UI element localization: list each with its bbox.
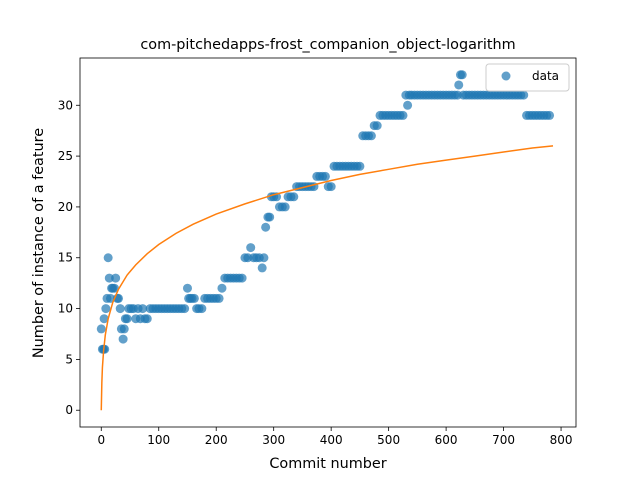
legend: data xyxy=(485,63,570,92)
data-point xyxy=(115,304,125,314)
y-tick-label: 0 xyxy=(65,403,73,417)
data-point xyxy=(142,314,152,324)
data-point xyxy=(105,293,115,303)
y-tick-label: 20 xyxy=(58,200,73,214)
y-tick-label: 25 xyxy=(58,149,73,163)
x-tick-label: 400 xyxy=(320,433,343,447)
plot-area xyxy=(96,70,555,411)
legend-label-data: data xyxy=(532,69,559,83)
data-point xyxy=(246,243,256,253)
data-point xyxy=(111,273,121,283)
data-point xyxy=(289,192,299,202)
data-point xyxy=(259,253,269,263)
data-point xyxy=(100,344,110,354)
data-point xyxy=(214,293,224,303)
data-point xyxy=(403,100,413,110)
data-point xyxy=(366,131,376,141)
y-tick-label: 10 xyxy=(58,302,73,316)
legend-box xyxy=(485,63,570,92)
y-axis-label: Number of instance of a feature xyxy=(31,128,47,358)
data-point xyxy=(104,273,114,283)
x-tick-label: 200 xyxy=(205,433,228,447)
x-tick-label: 100 xyxy=(147,433,170,447)
data-point xyxy=(189,293,199,303)
data-point xyxy=(119,324,129,334)
data-point xyxy=(109,283,119,293)
data-point xyxy=(217,283,227,293)
data-point xyxy=(457,70,467,80)
axes: 0 100 200 300 400 500 600 700 800 0 5 10 15 20 25 30 xyxy=(58,57,577,447)
chart-title: com-pitchedapps-frost_companion_object-l… xyxy=(140,37,515,53)
data-point xyxy=(237,273,247,283)
data-point xyxy=(326,182,336,192)
data-point xyxy=(182,283,192,293)
x-tick-label: 300 xyxy=(262,433,285,447)
data-point xyxy=(261,222,271,232)
legend-marker-data xyxy=(501,71,511,81)
fit-line xyxy=(100,145,554,411)
data-point xyxy=(96,324,106,334)
x-tick-label: 0 xyxy=(97,433,105,447)
data-point xyxy=(101,304,111,314)
data-point xyxy=(355,161,365,171)
data-point xyxy=(180,304,190,314)
y-tick-label: 5 xyxy=(65,352,73,366)
data-point xyxy=(519,90,529,100)
data-point xyxy=(454,80,464,90)
x-tick-label: 800 xyxy=(550,433,573,447)
data-point xyxy=(103,253,113,263)
y-tick-label: 30 xyxy=(58,98,73,112)
x-tick-label: 600 xyxy=(435,433,458,447)
data-point xyxy=(398,110,408,120)
data-point xyxy=(320,171,330,181)
x-tick-label: 500 xyxy=(377,433,400,447)
data-point xyxy=(265,212,275,222)
axes-frame xyxy=(79,57,577,428)
data-point xyxy=(122,314,132,324)
data-point xyxy=(138,304,148,314)
data-point xyxy=(99,314,109,324)
y-tick-label: 15 xyxy=(58,251,73,265)
x-axis-label: Commit number xyxy=(269,456,386,472)
data-point xyxy=(197,304,207,314)
x-tick-label: 700 xyxy=(492,433,515,447)
data-point xyxy=(118,334,128,344)
data-point xyxy=(545,110,555,120)
data-point xyxy=(257,263,267,273)
data-point xyxy=(280,202,290,212)
data-point xyxy=(372,121,382,131)
